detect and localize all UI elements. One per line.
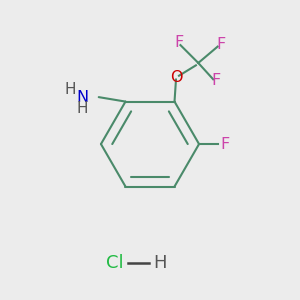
Text: O: O (170, 70, 183, 85)
Text: F: F (216, 37, 225, 52)
Text: Cl: Cl (106, 254, 123, 272)
Text: N: N (76, 90, 88, 105)
Text: H: H (65, 82, 76, 97)
Text: H: H (153, 254, 166, 272)
Text: F: F (212, 73, 221, 88)
Text: F: F (220, 136, 230, 152)
Text: F: F (174, 34, 184, 50)
Text: H: H (76, 101, 88, 116)
